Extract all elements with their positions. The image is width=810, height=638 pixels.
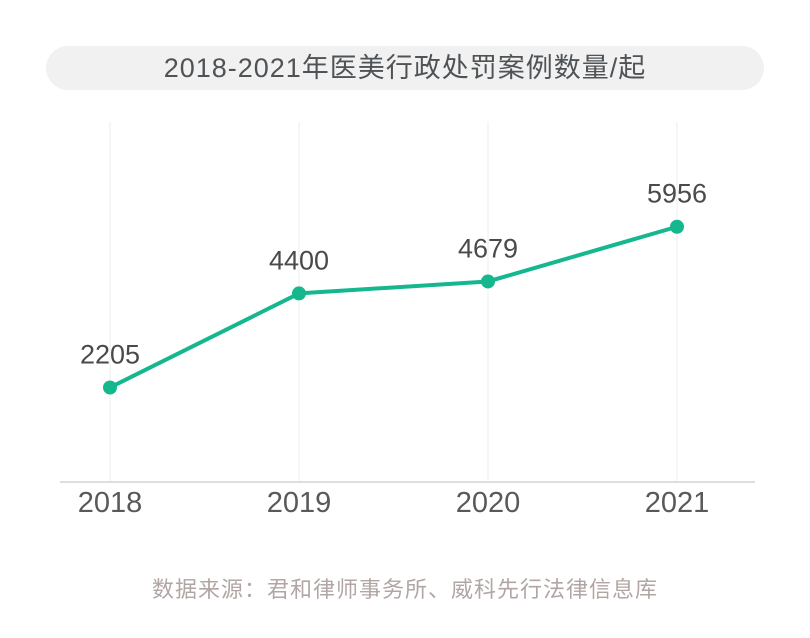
trend-line (108, 224, 679, 390)
data-point (481, 274, 495, 289)
value-label: 2205 (80, 340, 140, 370)
data-source-note: 数据来源：君和律师事务所、威科先行法律信息库 (151, 577, 658, 602)
data-point (670, 219, 684, 234)
chart-title: 2018-2021年医美行政处罚案例数量/起 (46, 46, 764, 90)
value-label: 5956 (647, 179, 707, 209)
x-axis-label: 2021 (645, 487, 710, 519)
x-axis-label: 2020 (456, 487, 521, 519)
data-point (103, 380, 117, 395)
x-axis-label: 2019 (267, 487, 332, 519)
data-point (292, 286, 306, 301)
value-label: 4679 (458, 233, 518, 263)
line-chart-canvas: 2205 4400 4679 5956 2018 2019 2020 2021 (60, 122, 755, 519)
value-label: 4400 (269, 245, 329, 275)
x-axis-label: 2018 (78, 487, 143, 519)
line-chart: 2205 4400 4679 5956 2018 2019 2020 2021 (0, 98, 810, 534)
